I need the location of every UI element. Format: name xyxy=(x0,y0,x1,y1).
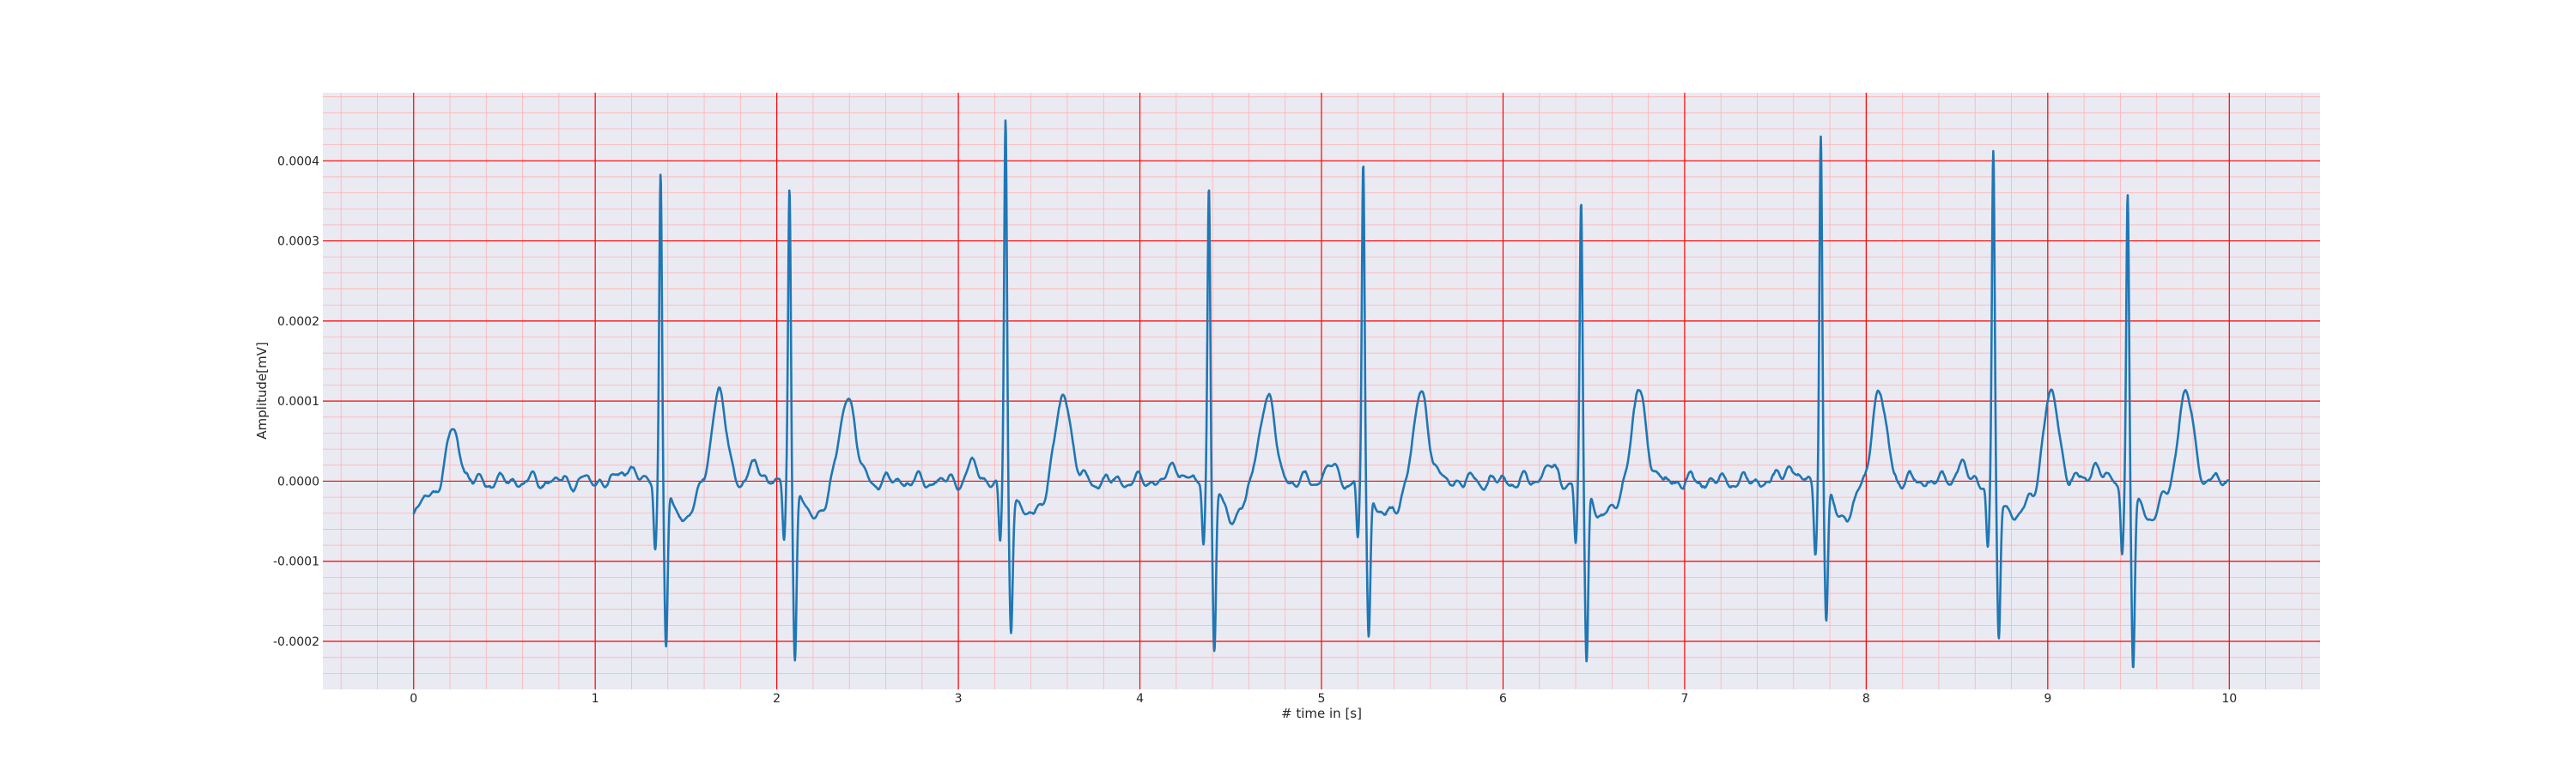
x-tick-label: 5 xyxy=(1318,692,1326,706)
x-tick-label: 4 xyxy=(1136,692,1144,706)
x-tick-label: 6 xyxy=(1499,692,1507,706)
y-tick-label: 0.0001 xyxy=(277,395,319,409)
y-tick-label: 0.0003 xyxy=(277,235,319,249)
x-axis-label: # time in [s] xyxy=(1281,706,1362,721)
y-tick-label: -0.0002 xyxy=(273,635,319,649)
x-tick-label: 10 xyxy=(2221,692,2237,706)
x-tick-label: 9 xyxy=(2044,692,2051,706)
y-tick-labels: -0.0002 -0.0001 0.0000 0.0001 0.0002 0.0003 0.… xyxy=(273,155,319,649)
y-tick-label: 0.0002 xyxy=(277,315,319,329)
x-tick-label: 8 xyxy=(1862,692,1870,706)
x-tick-label: 7 xyxy=(1680,692,1688,706)
x-tick-label: 2 xyxy=(773,692,781,706)
x-tick-label: 0 xyxy=(410,692,417,706)
y-tick-label: -0.0001 xyxy=(273,555,319,569)
y-tick-label: 0.0000 xyxy=(277,475,319,489)
x-tick-label: 1 xyxy=(592,692,599,706)
y-axis-label: Amplitude[mV] xyxy=(254,342,270,439)
x-tick-labels: 0 1 2 3 4 5 6 7 8 9 10 xyxy=(410,692,2237,706)
x-tick-label: 3 xyxy=(955,692,963,706)
ecg-series-line xyxy=(412,119,2231,669)
y-tick-label: 0.0004 xyxy=(277,155,319,168)
